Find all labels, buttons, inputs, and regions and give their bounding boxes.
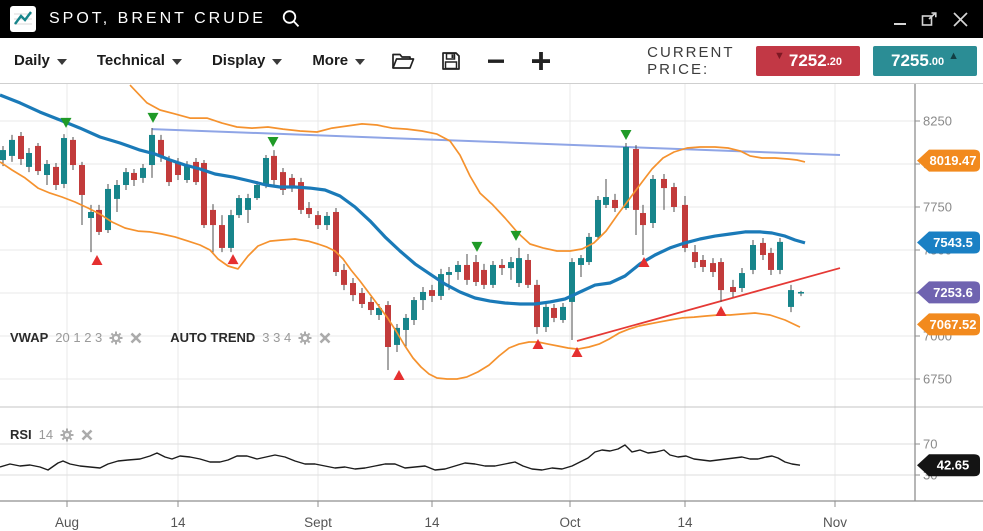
buy-arrow-icon xyxy=(393,370,405,381)
popout-button[interactable] xyxy=(921,11,938,27)
rsi-settings-gear-icon[interactable] xyxy=(60,428,74,442)
chevron-down-icon xyxy=(56,58,67,65)
auto-trend-remove-icon[interactable] xyxy=(319,332,331,344)
rsi-line xyxy=(0,444,801,471)
vwap-remove-icon[interactable] xyxy=(130,332,142,344)
date-tick-label: 14 xyxy=(424,515,440,530)
sell-price-button[interactable]: ▼ 7252.20 xyxy=(756,45,860,76)
sell-arrow-icon xyxy=(510,230,522,241)
date-tick-label: 14 xyxy=(170,515,186,530)
date-tick-label: Sept xyxy=(304,515,332,530)
price-tag: 7067.52 xyxy=(917,313,980,336)
rsi-indicator-label: RSI xyxy=(10,427,32,442)
sell-arrow-icon xyxy=(60,117,72,128)
toolbar: Daily Technical Display More xyxy=(0,38,983,84)
buy-arrow-icon xyxy=(715,306,727,317)
price-tag: 7253.6 xyxy=(917,281,980,304)
vwap-settings-gear-icon[interactable] xyxy=(109,331,123,345)
technical-menu[interactable]: Technical xyxy=(97,52,182,69)
vwap-indicator-params: 20 1 2 3 xyxy=(55,330,103,345)
chart-grid xyxy=(0,84,915,501)
price-tick-label: 7750 xyxy=(923,200,952,215)
sell-arrow-icon xyxy=(147,112,159,123)
more-menu[interactable]: More xyxy=(312,52,366,69)
minimize-button[interactable] xyxy=(893,12,907,26)
sell-arrow-icon xyxy=(620,129,632,140)
date-tick-label: Nov xyxy=(823,515,847,530)
price-tag: 7543.5 xyxy=(917,231,980,254)
buy-arrow-icon xyxy=(571,346,583,357)
save-icon[interactable] xyxy=(441,51,461,71)
app-logo-icon xyxy=(10,6,36,32)
sell-arrow-icon xyxy=(471,241,483,252)
bollinger-lower-band xyxy=(0,161,801,380)
window-controls xyxy=(893,11,983,28)
svg-text:8019.47: 8019.47 xyxy=(930,153,977,168)
overlay-indicator-labels: VWAP 20 1 2 3 AUTO TREND 3 3 4 xyxy=(10,330,331,345)
svg-text:7067.52: 7067.52 xyxy=(930,317,977,332)
rsi-value-tag: 42.65 xyxy=(917,454,980,477)
display-menu[interactable]: Display xyxy=(212,52,283,69)
svg-text:42.65: 42.65 xyxy=(937,458,970,473)
price-tag: 8019.47 xyxy=(917,149,980,172)
support-trendline xyxy=(576,267,841,342)
vwap-indicator-label: VWAP xyxy=(10,330,49,345)
timeframe-menu[interactable]: Daily xyxy=(14,52,67,69)
price-buttons: ▼ 7252.20 7255.00 ▲ xyxy=(756,45,983,76)
auto-trend-indicator-params: 3 3 4 xyxy=(262,330,292,345)
buy-arrow-icon xyxy=(227,254,239,265)
close-button[interactable] xyxy=(952,11,969,28)
rsi-indicator-params: 14 xyxy=(38,427,54,442)
svg-text:7543.5: 7543.5 xyxy=(933,235,973,250)
search-icon[interactable] xyxy=(280,8,302,30)
vwap-line xyxy=(0,93,806,306)
date-tick-label: Aug xyxy=(55,515,79,530)
auto-trend-indicator-label: AUTO TREND xyxy=(170,330,256,345)
svg-text:7253.6: 7253.6 xyxy=(933,285,973,300)
current-price-label: CURRENT PRICE: xyxy=(647,43,735,78)
rsi-indicator-labels: RSI 14 xyxy=(10,427,93,442)
rsi-tick-label: 70 xyxy=(923,437,937,452)
chevron-down-icon xyxy=(272,58,283,65)
price-tick-label: 6750 xyxy=(923,372,952,387)
candlestick-series xyxy=(0,128,804,371)
buy-arrow-icon xyxy=(638,257,650,268)
open-folder-icon[interactable] xyxy=(391,51,415,71)
zoom-out-icon[interactable] xyxy=(487,52,505,70)
date-tick-label: 14 xyxy=(677,515,693,530)
window-title: SPOT, BRENT CRUDE xyxy=(49,10,266,27)
buy-price-button[interactable]: 7255.00 ▲ xyxy=(873,45,977,76)
titlebar: SPOT, BRENT CRUDE xyxy=(0,0,983,38)
sell-arrow-icon xyxy=(267,137,279,148)
auto-trend-settings-gear-icon[interactable] xyxy=(298,331,312,345)
price-tick-label: 8250 xyxy=(923,114,952,129)
chevron-down-icon xyxy=(355,58,366,65)
date-tick-label: Oct xyxy=(559,515,580,530)
rsi-remove-icon[interactable] xyxy=(81,429,93,441)
chevron-down-icon xyxy=(171,58,182,65)
buy-arrow-icon xyxy=(91,254,103,265)
signal-arrows xyxy=(60,112,727,381)
resistance-trendline xyxy=(151,128,841,157)
price-up-arrow-icon: ▲ xyxy=(948,50,959,62)
zoom-in-icon[interactable] xyxy=(531,51,551,71)
buy-arrow-icon xyxy=(532,339,544,350)
bollinger-upper-band xyxy=(129,84,806,252)
price-down-arrow-icon: ▼ xyxy=(773,50,785,62)
